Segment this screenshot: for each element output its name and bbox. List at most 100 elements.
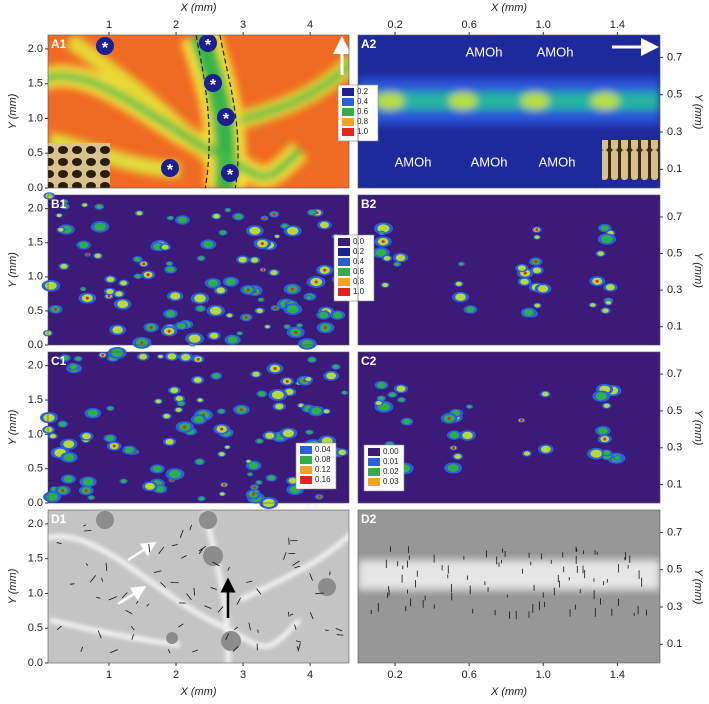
quiver-arrow <box>336 634 344 636</box>
quiver-arrow <box>121 592 128 599</box>
texture-blob <box>260 242 264 246</box>
quiver-arrow <box>167 649 171 654</box>
texture-blob <box>238 256 247 263</box>
panel-label: B1 <box>51 197 67 211</box>
texture-blob <box>600 225 610 231</box>
colorbar-label: 0.03 <box>383 477 399 486</box>
texture-blob <box>82 433 91 440</box>
texture-blob <box>523 451 531 456</box>
texture-blob <box>378 396 385 401</box>
y-tick-label: 0.0 <box>28 339 43 351</box>
texture-blob <box>94 222 106 231</box>
texture-blob <box>149 325 153 329</box>
texture-blob <box>254 490 259 494</box>
texture-blob <box>590 303 596 307</box>
annotation: AMOh <box>471 154 508 169</box>
texture-blob <box>212 373 220 379</box>
y-tick-label: 1.5 <box>28 394 43 406</box>
texture-blob <box>455 293 466 301</box>
texture-blob <box>466 306 475 313</box>
texture-blob <box>332 364 339 369</box>
quiver-arrow <box>136 600 139 605</box>
texture-blob <box>175 407 182 412</box>
texture-blob <box>614 456 621 460</box>
texture-blob <box>146 273 150 277</box>
quiver-arrow <box>236 597 241 605</box>
quiver-arrow <box>212 561 220 567</box>
colorbar-swatch <box>338 238 350 246</box>
texture-blob <box>317 495 321 499</box>
y-tick-label: 1.0 <box>28 587 43 599</box>
x-tick-label: 1.4 <box>610 19 625 31</box>
quiver-arrow <box>210 586 217 590</box>
colorbar-swatch <box>338 278 350 286</box>
y-tick-label: 0.5 <box>28 463 43 475</box>
x-tick-label: 1 <box>106 19 112 31</box>
texture-blob <box>58 227 64 232</box>
texture-blob <box>381 240 385 244</box>
texture-blob <box>542 391 549 397</box>
colorbar-label: 0.00 <box>383 447 399 456</box>
texture-blob <box>226 313 233 318</box>
colorbar-label: 0.04 <box>315 445 331 454</box>
texture-blob <box>225 208 231 212</box>
panel-label: D2 <box>361 512 377 526</box>
texture-blob <box>209 332 219 339</box>
texture-blob <box>62 199 67 204</box>
texture-blob <box>165 438 174 445</box>
quiver-arrow <box>179 529 184 538</box>
quiver-arrow <box>108 596 117 601</box>
colorbar-swatch <box>368 468 380 476</box>
texture-blob <box>535 228 539 232</box>
texture-blob <box>598 427 608 435</box>
colorbar-label: 0.16 <box>315 475 331 484</box>
panel-frame <box>357 194 661 346</box>
y-axis-label: Y (mm) <box>7 568 19 604</box>
texture-blob <box>261 268 265 272</box>
texture-blob <box>389 392 396 397</box>
texture-blob <box>167 353 177 360</box>
texture-blob <box>523 271 527 275</box>
texture-blob <box>63 453 75 462</box>
x-tick-label: 1 <box>106 669 112 681</box>
texture-blob <box>447 464 459 472</box>
texture-blob <box>87 409 98 417</box>
texture-blob <box>605 284 615 291</box>
texture-blob <box>207 279 219 287</box>
texture-blob <box>198 256 204 261</box>
panel-frame <box>357 509 661 664</box>
asterisk: * <box>210 77 217 94</box>
quiver-arrow <box>289 613 294 616</box>
texture-blob <box>246 459 251 463</box>
y-tick-label: 0.5 <box>667 89 682 101</box>
y-tick-label: 0.3 <box>667 601 682 613</box>
quiver-arrow <box>96 596 101 599</box>
texture-blob <box>244 315 248 319</box>
y-tick-label: 0.7 <box>667 211 682 223</box>
texture-blob <box>263 216 267 220</box>
y-axis-label: Y (mm) <box>7 93 19 129</box>
y-tick-label: 0.0 <box>28 497 43 509</box>
texture-blob <box>225 445 230 449</box>
texture-blob <box>540 445 551 453</box>
texture-blob <box>167 261 172 266</box>
x-tick-label: 4 <box>307 669 313 681</box>
x-tick-label: 0.2 <box>387 669 402 681</box>
y-tick-label: 2.0 <box>28 203 43 215</box>
colorbar-swatch <box>342 88 354 96</box>
texture-blob <box>197 398 203 402</box>
texture-blob <box>220 492 225 496</box>
quiver-arrow <box>101 577 104 582</box>
texture-blob <box>534 303 541 308</box>
texture-blob <box>79 241 89 249</box>
texture-blob <box>286 304 299 314</box>
texture-blob <box>377 224 390 233</box>
texture-blob <box>534 235 540 239</box>
texture-blob <box>603 403 610 408</box>
colorbar-label: 0.8 <box>353 277 365 286</box>
y-tick-label: 0.0 <box>28 182 43 194</box>
x-tick-label: 2 <box>173 669 179 681</box>
colorbar-swatch <box>368 458 380 466</box>
texture-blob <box>169 469 181 479</box>
